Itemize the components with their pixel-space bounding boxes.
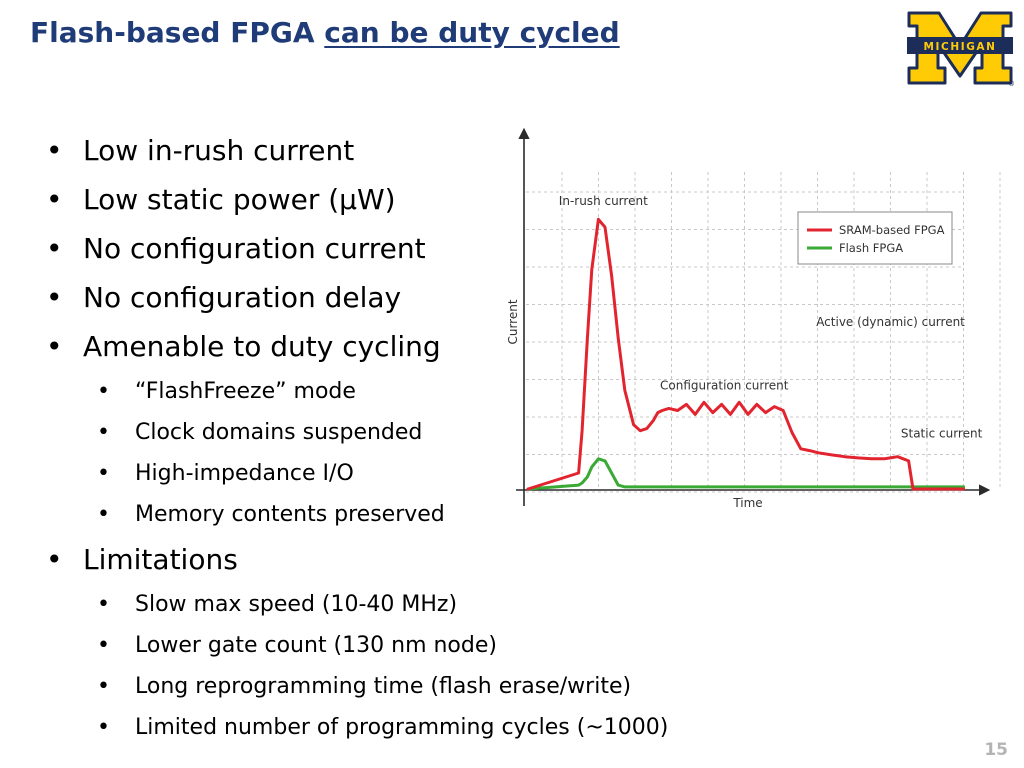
chart-annotation: Static current <box>901 427 983 441</box>
slide-title: Flash-based FPGA can be duty cycled <box>30 16 620 49</box>
current-vs-time-chart: In-rush current Configuration current Acti… <box>508 127 1001 510</box>
logo-banner <box>907 37 1013 54</box>
legend-box <box>797 211 953 265</box>
legend-label-flash: Flash FPGA <box>839 241 903 255</box>
bullet-text: Limitations <box>83 543 238 576</box>
title-underlined-text: can be duty cycled <box>324 16 620 49</box>
sub-bullet-item: Slow max speed (10-40 MHz) <box>83 584 668 625</box>
sub-bullet-list: “FlashFreeze” mode Clock domains suspend… <box>83 371 668 535</box>
chart-grid <box>526 172 1001 493</box>
title-text: Flash-based FPGA <box>30 16 325 49</box>
logo-wordmark: MICHIGAN <box>923 41 996 53</box>
bullet-list: Low in-rush current Low static power (μW… <box>44 126 668 748</box>
sub-bullet-item: “FlashFreeze” mode <box>83 371 668 412</box>
chart-legend: SRAM-based FPGA Flash FPGA <box>797 211 953 265</box>
series-line-flash <box>526 457 966 491</box>
registered-mark-icon: ® <box>1008 80 1014 86</box>
chart-annotation: In-rush current <box>559 194 648 208</box>
sub-bullet-item: Clock domains suspended <box>83 412 668 453</box>
sub-bullet-item: Lower gate count (130 nm node) <box>83 625 668 666</box>
bullet-text: Low static power (μW) <box>83 183 396 216</box>
chart-annotation: Configuration current <box>660 378 789 392</box>
bullet-text: Amenable to duty cycling <box>83 330 441 363</box>
series-line-sram <box>526 217 966 491</box>
bullet-item: Low in-rush current <box>44 126 668 175</box>
chart-annotation: Active (dynamic) current <box>816 315 965 329</box>
y-axis-label: Current <box>508 299 520 344</box>
bullet-item: Limitations Slow max speed (10-40 MHz) L… <box>44 535 668 748</box>
x-axis-label: Time <box>732 496 762 510</box>
bullet-text: No configuration current <box>83 232 426 265</box>
bullet-text: No configuration delay <box>83 281 402 314</box>
chart-series <box>526 217 966 491</box>
bullet-item: Amenable to duty cycling “FlashFreeze” m… <box>44 322 668 535</box>
michigan-logo: MICHIGAN ® <box>907 11 1014 86</box>
bullet-item: Low static power (μW) <box>44 175 668 224</box>
page-number: 15 <box>984 740 1008 760</box>
sub-bullet-list: Slow max speed (10-40 MHz) Lower gate co… <box>83 584 668 748</box>
bullet-text: Low in-rush current <box>83 134 355 167</box>
legend-label-sram: SRAM-based FPGA <box>839 223 945 237</box>
bullet-item: No configuration delay <box>44 273 668 322</box>
sub-bullet-item: Limited number of programming cycles (~1… <box>83 707 668 748</box>
sub-bullet-item: High-impedance I/O <box>83 453 668 494</box>
bullet-item: No configuration current <box>44 224 668 273</box>
chart-annotations: In-rush current Configuration current Acti… <box>559 194 983 441</box>
sub-bullet-item: Memory contents preserved <box>83 494 668 535</box>
sub-bullet-item: Long reprogramming time (flash erase/wri… <box>83 666 668 707</box>
